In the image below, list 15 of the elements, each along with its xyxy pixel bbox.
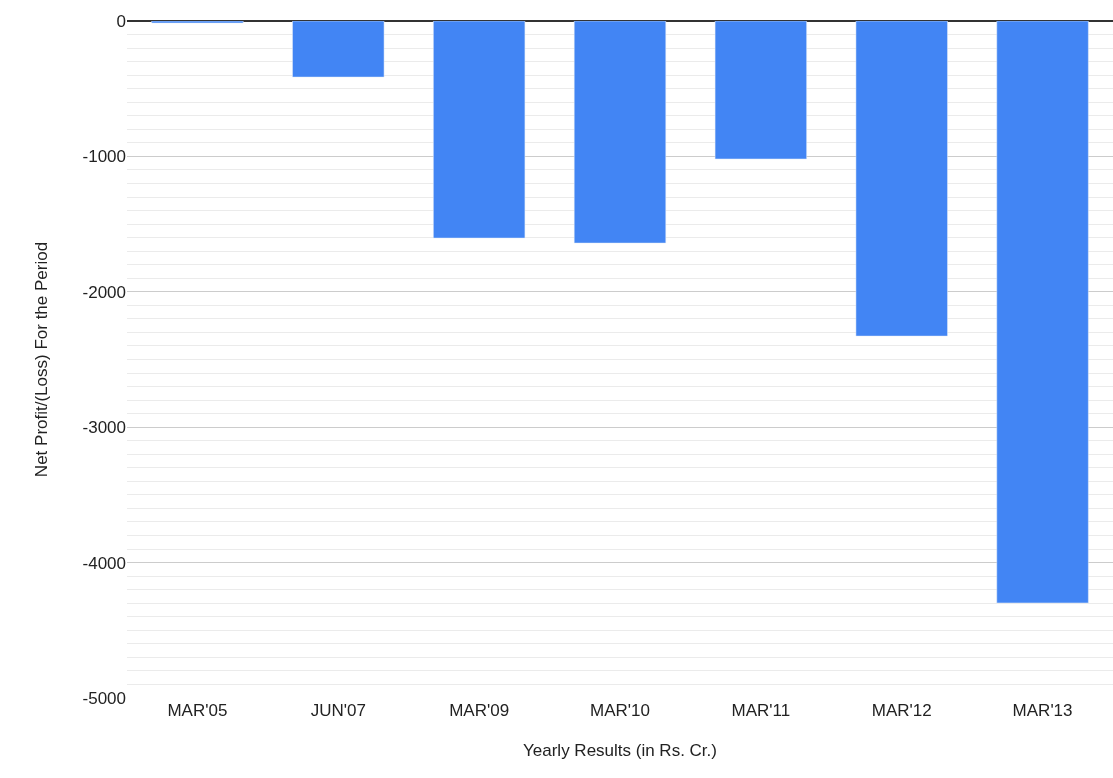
y-tick-label: 0 [116, 11, 126, 31]
x-tick-label: MAR'10 [590, 701, 650, 720]
x-tick-label: MAR'12 [871, 701, 932, 720]
x-tick-label: MAR'11 [731, 701, 791, 720]
x-tick-label: MAR'13 [1012, 701, 1073, 720]
y-tick-label: -2000 [82, 282, 126, 302]
x-tick-label: MAR'05 [167, 701, 228, 720]
y-tick-label: -1000 [82, 147, 126, 167]
y-tick-label: -4000 [82, 553, 126, 573]
y-tick-label: -3000 [82, 418, 126, 438]
x-axis-title: Yearly Results (in Rs. Cr.) [523, 741, 717, 761]
x-tick-label: JUN'07 [310, 701, 366, 720]
x-tick-label: MAR'09 [449, 701, 510, 720]
y-tick-label: -5000 [82, 688, 126, 708]
y-axis-title: Net Profit/(Loss) For the Period [32, 241, 52, 478]
